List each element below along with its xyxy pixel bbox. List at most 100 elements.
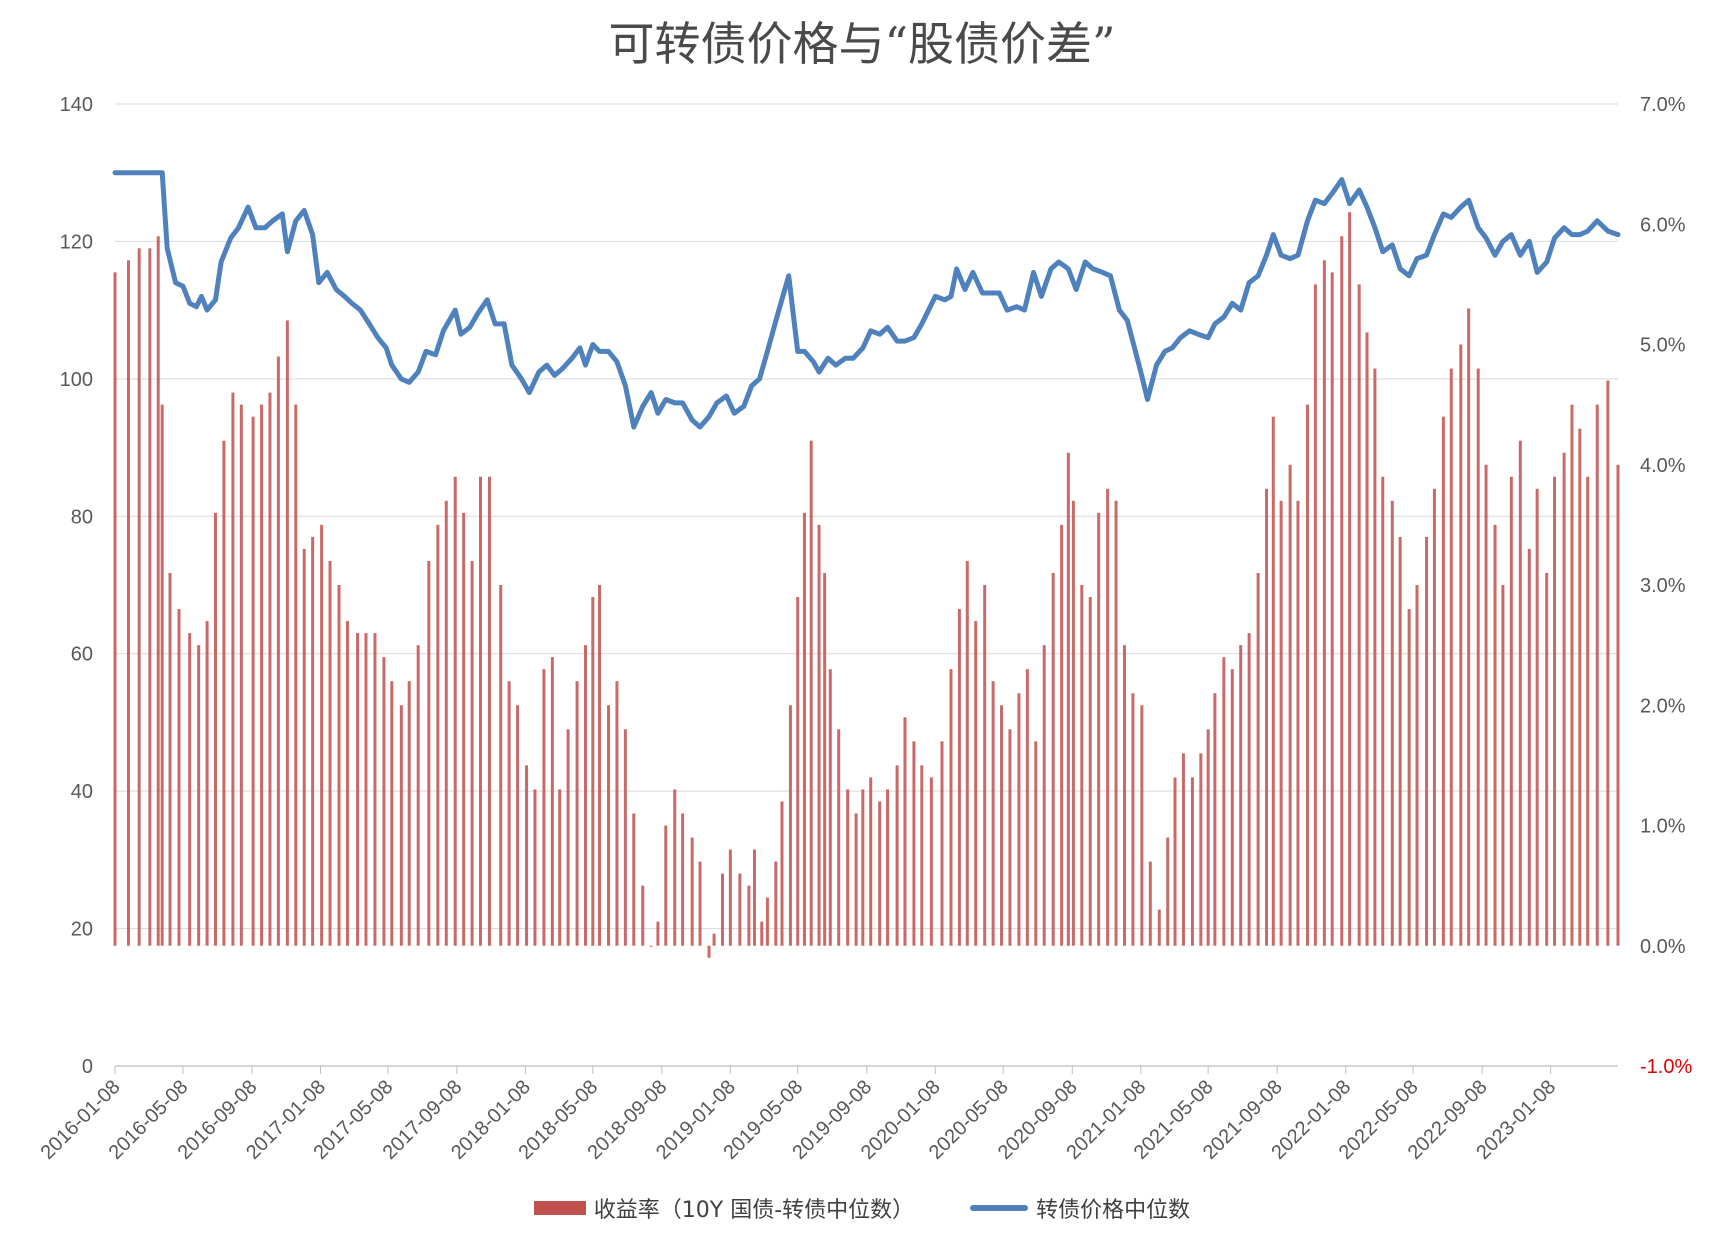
bar (591, 597, 595, 946)
bar (533, 789, 537, 946)
bar (1501, 585, 1505, 946)
bar (809, 440, 813, 946)
bar (1034, 741, 1038, 946)
bar (583, 645, 587, 946)
bar (747, 885, 751, 946)
bar (1042, 645, 1046, 946)
bar (1432, 488, 1436, 946)
bar (444, 500, 448, 946)
bar (302, 548, 306, 946)
bar (268, 392, 272, 946)
y-right-tick-label: 0.0% (1640, 936, 1686, 958)
bar (823, 572, 827, 946)
bar (828, 669, 832, 946)
bar (957, 609, 961, 946)
bar (311, 536, 315, 946)
bar (1527, 548, 1531, 946)
bar (1415, 585, 1419, 946)
bar (1247, 633, 1251, 946)
bar (160, 404, 164, 946)
y-right-tick-label: 4.0% (1640, 455, 1686, 477)
y-right-tick-label: 5.0% (1640, 335, 1686, 357)
y-right-tick-label: 7.0% (1640, 94, 1686, 116)
y-left-tick-label: 40 (71, 781, 93, 803)
bar (1616, 464, 1620, 946)
legend-label-bar: 收益率（10Y 国债-转债中位数） (593, 1198, 915, 1223)
bar (720, 873, 724, 946)
bar (886, 789, 890, 946)
legend-item-bar: 收益率（10Y 国债-转债中位数） (533, 1192, 915, 1224)
bar (1066, 452, 1070, 946)
chart-title: 可转债价格与“股债价差” (608, 17, 1116, 71)
bar (1140, 705, 1144, 946)
bar (188, 633, 192, 946)
bar (168, 572, 172, 946)
bar (796, 597, 800, 946)
y-right-tick-label: 1.0% (1640, 816, 1686, 838)
bar (649, 945, 653, 947)
bar (615, 681, 619, 946)
y-left-tick-label: 100 (60, 369, 93, 391)
bar (328, 560, 332, 946)
legend-swatch-line (970, 1205, 1029, 1211)
bar (1230, 669, 1234, 946)
bar (373, 633, 377, 946)
bar (1173, 777, 1177, 946)
bar (575, 681, 579, 946)
bar (407, 681, 411, 946)
bar (320, 524, 324, 946)
bar (156, 236, 160, 946)
bar (1313, 284, 1317, 946)
bar (1097, 512, 1101, 946)
bar (1114, 500, 1118, 946)
bar (1518, 440, 1522, 946)
bar (1441, 416, 1445, 946)
bar (1493, 524, 1497, 946)
bar (869, 777, 873, 946)
bar (673, 789, 677, 946)
bar (1222, 657, 1226, 946)
bar (1213, 693, 1217, 946)
bar (1340, 236, 1344, 946)
bar (912, 741, 916, 946)
bar (479, 476, 483, 946)
bar (1381, 476, 1385, 946)
bar (974, 621, 978, 946)
bar (1322, 260, 1326, 946)
bar (251, 416, 255, 946)
bar (895, 765, 899, 946)
bar (197, 645, 201, 946)
bar (991, 681, 995, 946)
bar (516, 705, 520, 946)
y-left-tick-label: 60 (71, 644, 93, 666)
bar (1148, 861, 1152, 946)
bar (1407, 609, 1411, 946)
y-right-tick-label: 3.0% (1640, 575, 1686, 597)
bar (903, 717, 907, 946)
bar-series (113, 212, 1620, 958)
bar (1080, 585, 1084, 946)
bar (681, 813, 685, 946)
bar (239, 404, 243, 946)
line-series (112, 170, 1621, 430)
bar (623, 729, 627, 946)
bar (416, 645, 420, 946)
bar (205, 621, 209, 946)
bar (1459, 344, 1463, 946)
bar (487, 476, 491, 946)
bar (1265, 488, 1269, 946)
bar (1017, 693, 1021, 946)
bar (664, 825, 668, 946)
bar (1106, 488, 1110, 946)
bar (550, 657, 554, 946)
bar (837, 729, 841, 946)
y-left-tick-label: 120 (60, 231, 93, 253)
bar (294, 404, 298, 946)
bar (846, 789, 850, 946)
bar (1535, 488, 1539, 946)
bar (137, 248, 141, 946)
bar (213, 512, 217, 946)
bar (940, 741, 944, 946)
y-left-tick-label: 80 (71, 506, 93, 528)
bar (222, 440, 226, 946)
